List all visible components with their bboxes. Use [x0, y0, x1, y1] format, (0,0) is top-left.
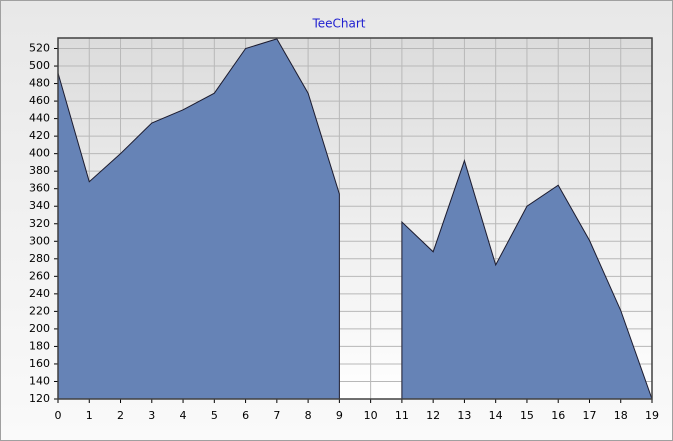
y-tick-label: 500 [29, 59, 50, 72]
y-tick-label: 480 [29, 77, 50, 90]
area [57, 38, 653, 400]
y-tick-label: 260 [29, 269, 50, 282]
y-tick-label: 380 [29, 164, 50, 177]
x-tick-label: 5 [211, 409, 218, 422]
chart-title: TeeChart [311, 17, 365, 31]
y-tick-label: 240 [29, 287, 50, 300]
x-tick-label: 4 [180, 409, 187, 422]
y-tick-label: 440 [29, 112, 50, 125]
x-tick-label: 9 [336, 409, 343, 422]
x-tick-label: 7 [273, 409, 280, 422]
plot-frame [57, 37, 653, 400]
x-tick-label: 6 [242, 409, 249, 422]
x-tick-label: 16 [551, 409, 565, 422]
y-tick-label: 160 [29, 357, 50, 370]
x-tick-label: 18 [614, 409, 628, 422]
x-tick-label: 12 [426, 409, 440, 422]
y-tick-label: 400 [29, 147, 50, 160]
x-tick-label: 14 [489, 409, 503, 422]
y-tick-label: 120 [29, 392, 50, 405]
y-tick-label: 140 [29, 374, 50, 387]
x-tick-label: 15 [520, 409, 534, 422]
y-tick-label: 360 [29, 182, 50, 195]
x-tick-label: 19 [645, 409, 659, 422]
x-tick-label: 17 [582, 409, 596, 422]
x-tick-label: 1 [86, 409, 93, 422]
y-tick-label: 420 [29, 129, 50, 142]
x-tick-label: 0 [55, 409, 62, 422]
y-tick-label: 200 [29, 322, 50, 335]
y-tick-label: 280 [29, 252, 50, 265]
y-tick-label: 220 [29, 304, 50, 317]
y-tick-label: 300 [29, 234, 50, 247]
y-tick-label: 340 [29, 199, 50, 212]
y-tick-label: 520 [29, 42, 50, 55]
x-tick-label: 10 [364, 409, 378, 422]
y-tick-label: 460 [29, 94, 50, 107]
y-tick-label: 320 [29, 217, 50, 230]
x-tick-label: 13 [457, 409, 471, 422]
x-tick-label: 2 [117, 409, 124, 422]
x-tick-label: 3 [148, 409, 155, 422]
x-tick-label: 8 [305, 409, 312, 422]
x-tick-label: 11 [395, 409, 409, 422]
y-tick-label: 180 [29, 339, 50, 352]
